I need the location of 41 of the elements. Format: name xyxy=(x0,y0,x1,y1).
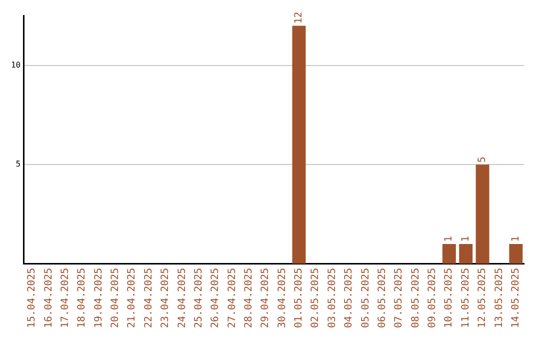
x-tick-label: 19.04.2025 xyxy=(93,268,104,328)
x-tick-label: 15.04.2025 xyxy=(26,268,38,328)
x-tick-label: 25.04.2025 xyxy=(193,268,204,328)
x-tick-label: 01.05.2025 xyxy=(294,268,305,328)
x-tick-label: 29.04.2025 xyxy=(260,268,272,328)
x-tick-label: 27.04.2025 xyxy=(226,268,238,328)
bar xyxy=(476,164,490,264)
x-tick-label: 16.04.2025 xyxy=(43,268,54,328)
data-label: 12 xyxy=(294,12,305,24)
x-tick-label: 23.04.2025 xyxy=(160,268,172,328)
x-tick-label: 05.05.2025 xyxy=(360,268,372,328)
bar xyxy=(459,244,473,264)
x-tick-label: 17.04.2025 xyxy=(60,268,71,328)
x-tick-label: 08.05.2025 xyxy=(410,268,422,328)
x-tick-label: 26.04.2025 xyxy=(210,268,222,328)
data-label: 1 xyxy=(510,236,522,242)
x-tick-label: 10.05.2025 xyxy=(444,268,455,328)
x-tick-label: 30.04.2025 xyxy=(276,268,288,328)
x-tick-label: 12.05.2025 xyxy=(477,268,488,328)
data-label: 1 xyxy=(460,236,472,242)
x-tick-label: 21.04.2025 xyxy=(126,268,138,328)
bar xyxy=(509,244,523,264)
x-tick-label: 20.04.2025 xyxy=(110,268,122,328)
data-label: 1 xyxy=(444,236,455,242)
x-tick-label: 06.05.2025 xyxy=(377,268,388,328)
x-tick-label: 02.05.2025 xyxy=(310,268,322,328)
x-tick-label: 09.05.2025 xyxy=(427,268,438,328)
x-tick-label: 07.05.2025 xyxy=(394,268,405,328)
x-tick-label: 14.05.2025 xyxy=(510,268,522,328)
x-tick-label: 04.05.2025 xyxy=(344,268,355,328)
x-tick-label: 28.04.2025 xyxy=(244,268,254,328)
x-tick-label: 18.04.2025 xyxy=(76,268,88,328)
x-tick-label: 03.05.2025 xyxy=(326,268,338,328)
x-tick-label: 22.04.2025 xyxy=(143,268,154,328)
y-tick-label: 10 xyxy=(10,60,21,70)
bar xyxy=(292,26,306,264)
data-label: 5 xyxy=(477,156,488,163)
bar xyxy=(442,244,456,264)
x-tick-label: 24.04.2025 xyxy=(176,268,188,328)
x-tick-label: 11.05.2025 xyxy=(460,268,472,328)
x-tick-label: 13.05.2025 xyxy=(494,268,505,328)
